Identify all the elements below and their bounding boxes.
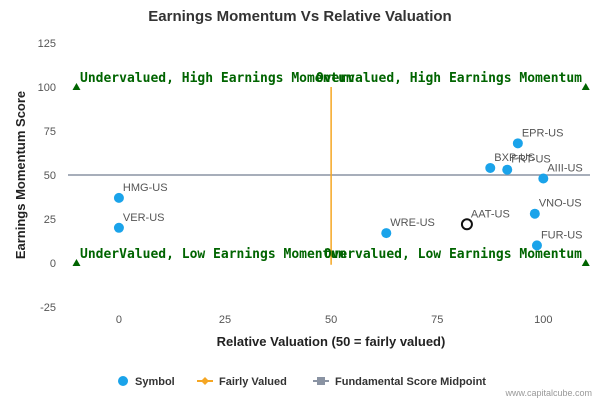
legend-item-midpoint[interactable]: Fundamental Score Midpoint xyxy=(313,376,486,388)
data-point-label: AIII-US xyxy=(547,163,582,175)
y-tick-label: 100 xyxy=(38,82,56,94)
quadrant-marker-icon xyxy=(72,83,81,90)
data-point xyxy=(538,173,549,184)
data-point-label: FRT-US xyxy=(511,154,551,166)
x-axis-title: Relative Valuation (50 = fairly valued) xyxy=(217,334,446,349)
chart-title: Earnings Momentum Vs Relative Valuation xyxy=(148,8,451,25)
data-point xyxy=(381,228,392,239)
x-tick-label: 100 xyxy=(534,314,552,326)
x-tick-label: 0 xyxy=(116,314,122,326)
x-tick-label: 75 xyxy=(431,314,443,326)
y-tick-label: -25 xyxy=(40,302,56,314)
data-point xyxy=(531,240,542,251)
legend-symbol-marker xyxy=(118,376,128,386)
data-point-label: HMG-US xyxy=(123,182,168,194)
legend-symbol-label: Symbol xyxy=(135,376,175,388)
data-point-label: VNO-US xyxy=(539,198,582,210)
data-point xyxy=(529,208,540,219)
quadrant-marker-icon xyxy=(581,83,590,90)
y-tick-label: 125 xyxy=(38,38,56,50)
highlight-point-label: AAT-US xyxy=(471,208,510,220)
y-tick-label: 0 xyxy=(50,258,56,270)
quadrant-label: Undervalued, High Earnings Momentum xyxy=(80,71,354,86)
legend-midpoint-label: Fundamental Score Midpoint xyxy=(335,376,486,388)
legend-item-symbol[interactable]: Symbol xyxy=(118,376,175,388)
data-point-label: EPR-US xyxy=(522,127,564,139)
legend-fairly-valued-label: Fairly Valued xyxy=(219,376,287,388)
data-point-label: WRE-US xyxy=(390,217,435,229)
quadrant-label: UnderValued, Low Earnings Momentum xyxy=(80,247,346,262)
legend-fairly-valued-marker xyxy=(201,377,209,385)
y-tick-label: 25 xyxy=(44,214,56,226)
y-tick-label: 75 xyxy=(44,126,56,138)
data-point xyxy=(485,162,496,173)
data-point-label: BXP-US xyxy=(494,152,535,164)
data-point-label: VER-US xyxy=(123,212,165,224)
legend-item-fairly-valued[interactable]: Fairly Valued xyxy=(197,376,287,388)
quadrant-label: Overvalued, High Earnings Momentum xyxy=(316,71,582,86)
legend-midpoint-marker xyxy=(317,377,325,385)
plot-area: 0 25 50 75 100 -25 0 25 50 75 100 125 EPR-US BXP-USFR… xyxy=(38,38,590,326)
quadrant-label: Overvalued, Low Earnings Momentum xyxy=(324,247,582,262)
legend: Symbol Fairly Valued Fundamental Score M… xyxy=(118,376,486,388)
data-point xyxy=(113,192,124,203)
quadrant-marker-icon xyxy=(581,259,590,266)
highlight-point xyxy=(460,218,473,231)
x-tick-label: 25 xyxy=(219,314,231,326)
data-point xyxy=(512,138,523,149)
data-point xyxy=(113,222,124,233)
y-axis-title: Earnings Momentum Score xyxy=(13,91,28,259)
quadrant-marker-icon xyxy=(72,259,81,266)
y-tick-label: 50 xyxy=(44,170,56,182)
data-point-label: FUR-US xyxy=(541,229,583,241)
x-tick-label: 50 xyxy=(325,314,337,326)
credit-text: www.capitalcube.com xyxy=(504,388,592,398)
data-point xyxy=(502,164,513,175)
